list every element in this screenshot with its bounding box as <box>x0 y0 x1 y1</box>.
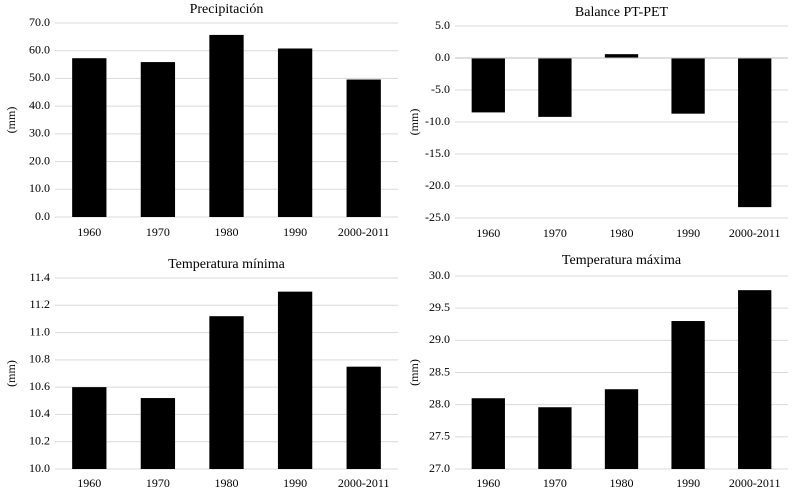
chart-4-ytick-label: 27.5 <box>429 429 450 443</box>
chart-2-xtick-label: 1970 <box>543 226 567 240</box>
chart-2-bar-1970 <box>538 58 572 117</box>
chart-1-ytick-label: 10.0 <box>29 181 50 195</box>
chart-4-xtick-label: 2000-2011 <box>729 476 781 488</box>
chart-3-ylabel: (mm) <box>4 360 18 387</box>
chart-2-bar-2000-2011 <box>738 58 772 208</box>
chart-3-ytick-label: 10.6 <box>29 379 50 393</box>
chart-2-ytick-label: -5.0 <box>431 82 450 96</box>
chart-3-ytick-label: 11.4 <box>29 270 50 284</box>
chart-4-ylabel: (mm) <box>407 359 421 386</box>
chart-2-ytick-label: -25.0 <box>425 210 450 224</box>
chart-4-ytick-label: 28.0 <box>429 396 450 410</box>
chart-4-bar-1970 <box>538 407 572 469</box>
chart-4-ytick-label: 29.5 <box>429 300 450 314</box>
chart-2-ytick-label: 0.0 <box>435 50 450 64</box>
chart-3-bar-1980 <box>209 316 244 469</box>
chart-4-ytick-label: 28.5 <box>429 364 450 378</box>
chart-1-xtick-label: 1960 <box>77 225 101 239</box>
chart-3-ytick-label: 10.8 <box>29 352 50 366</box>
chart-3-xtick-label: 1980 <box>215 476 239 488</box>
chart-1-ytick-label: 70.0 <box>29 15 50 29</box>
chart-2-xtick-label: 1990 <box>676 226 700 240</box>
chart-1-ytick-label: 60.0 <box>29 42 50 56</box>
chart-4-xtick-label: 1990 <box>676 476 700 488</box>
chart-4-bar-2000-2011 <box>738 290 772 469</box>
chart-1-title: Precipitación <box>190 2 264 17</box>
chart-4-ytick-label: 27.0 <box>429 461 450 475</box>
chart-2-ytick-label: -15.0 <box>425 146 450 160</box>
chart-2-xtick-label: 1960 <box>476 226 500 240</box>
chart-2-ylabel: (mm) <box>407 109 421 136</box>
chart-4-ytick-label: 29.0 <box>429 332 450 346</box>
chart-1-ylabel: (mm) <box>4 107 18 134</box>
chart-3-ytick-label: 11.2 <box>29 297 50 311</box>
chart-3-xtick-label: 1960 <box>77 476 101 488</box>
chart-2-xtick-label: 1980 <box>610 226 634 240</box>
chart-4-bar-1990 <box>671 321 705 469</box>
chart-1-ytick-label: 20.0 <box>29 153 50 167</box>
chart-2-bar-1960 <box>471 58 505 113</box>
chart-2-ytick-label: -10.0 <box>425 114 450 128</box>
chart-2-title: Balance PT-PET <box>575 5 669 20</box>
chart-2-ytick-label: -20.0 <box>425 178 450 192</box>
chart-1-bar-1970 <box>140 62 176 217</box>
chart-4-ytick-label: 30.0 <box>429 268 450 282</box>
chart-2-bar-1980 <box>604 54 639 58</box>
chart-1-xtick-label: 1970 <box>146 225 170 239</box>
chart-1-bar-1980 <box>209 34 244 217</box>
chart-1-ytick-label: 40.0 <box>29 98 50 112</box>
chart-4-xtick-label: 1960 <box>476 476 500 488</box>
chart-3-ytick-label: 10.2 <box>29 433 50 447</box>
chart-1-bar-1960 <box>72 58 107 217</box>
chart-3-ytick-label: 11.0 <box>29 324 50 338</box>
chart-3-xtick-label: 1990 <box>283 476 307 488</box>
chart-2-ytick-label: 5.0 <box>435 18 450 32</box>
chart-1-ytick-label: 30.0 <box>29 126 50 140</box>
chart-3-bar-1970 <box>140 398 176 469</box>
chart-2-xtick-label: 2000-2011 <box>729 226 781 240</box>
chart-4-title: Temperatura máxima <box>562 253 682 268</box>
chart-3-ytick-label: 10.4 <box>29 406 50 420</box>
chart-1-xtick-label: 1990 <box>283 225 307 239</box>
chart-4-xtick-label: 1980 <box>610 476 634 488</box>
chart-1-xtick-label: 2000-2011 <box>338 225 390 239</box>
chart-1-ytick-label: 50.0 <box>29 70 50 84</box>
chart-4-bar-1960 <box>471 398 505 469</box>
chart-3-bar-1990 <box>277 291 313 469</box>
chart-3-bar-1960 <box>72 387 107 469</box>
chart-1-bar-1990 <box>277 48 313 217</box>
chart-2-bar-1990 <box>671 58 705 114</box>
chart-3-ytick-label: 10.0 <box>29 461 50 475</box>
chart-1-bar-2000-2011 <box>346 79 381 217</box>
chart-1-xtick-label: 1980 <box>215 225 239 239</box>
chart-1-ytick-label: 0.0 <box>35 209 50 223</box>
chart-3-bar-2000-2011 <box>346 366 381 469</box>
chart-4-bar-1980 <box>604 389 639 469</box>
chart-3-xtick-label: 1970 <box>146 476 170 488</box>
chart-3-xtick-label: 2000-2011 <box>338 476 390 488</box>
chart-4-xtick-label: 1970 <box>543 476 567 488</box>
chart-3-title: Temperatura mínima <box>168 257 286 272</box>
